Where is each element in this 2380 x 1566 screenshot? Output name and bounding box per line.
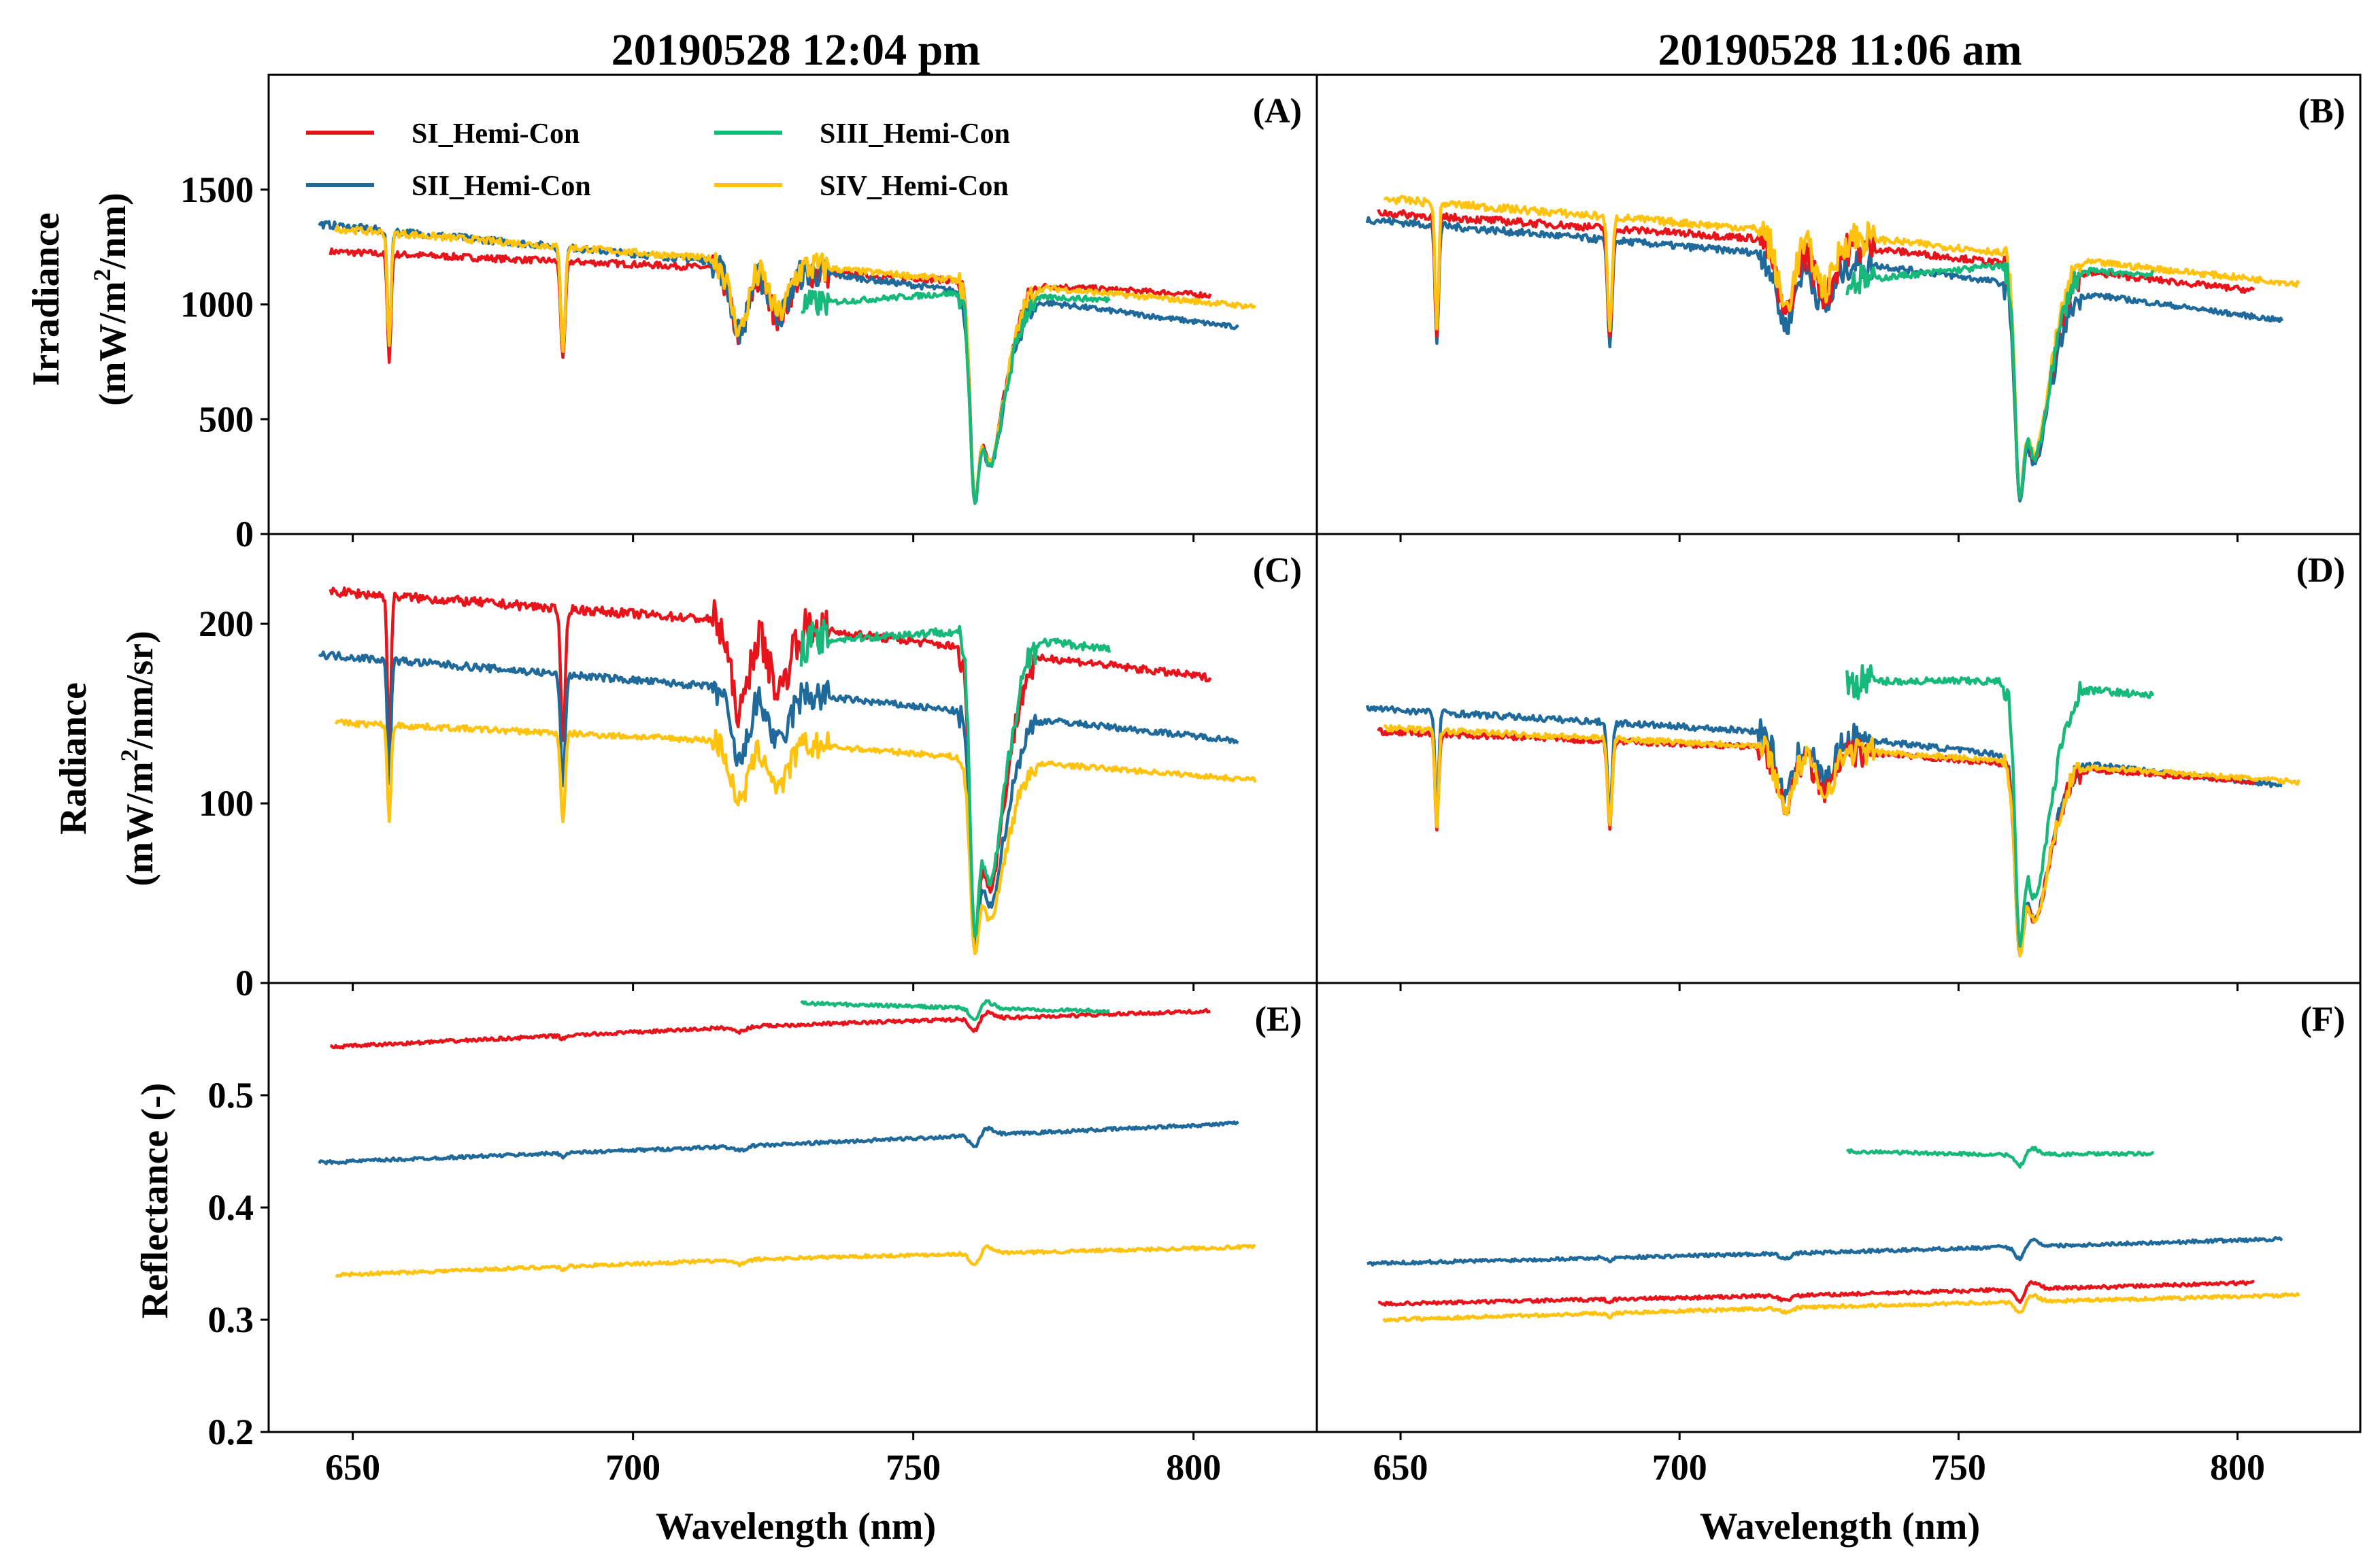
legend-label-si: SI_Hemi-Con: [412, 118, 580, 150]
panel-label: (C): [1253, 551, 1302, 590]
series-line-siii: [1845, 664, 2154, 948]
x-tick-label: 750: [886, 1447, 941, 1488]
y-tick-label: 0.3: [208, 1299, 254, 1340]
series-line-siv: [335, 1244, 1256, 1278]
series-line-si: [1378, 1280, 2255, 1307]
x-tick-label: 800: [1166, 1447, 1221, 1488]
series-line-sii: [318, 220, 1239, 505]
plot-frame: [1315, 73, 2362, 535]
legend: SI_Hemi-Con SII_Hemi-Con SIII_Hemi-Con SIV_…: [306, 118, 1010, 202]
x-tick-label: 700: [605, 1447, 660, 1488]
y-tick-label: 0: [235, 514, 254, 554]
series-line-siv: [334, 224, 1256, 505]
y-tick-label: 1000: [180, 284, 254, 325]
series-line-siv: [334, 718, 1257, 956]
panel-a: 0 500 1000 1500 (A): [180, 73, 1318, 554]
x-tick-label: 750: [1931, 1447, 1986, 1488]
series-line-sii: [318, 1120, 1239, 1165]
series-line-siv: [1384, 195, 2300, 499]
y-label-irradiance: Irradiance (mW/m2/nm): [25, 193, 134, 406]
panel-label: (B): [2298, 92, 2345, 131]
series-line-sii: [318, 650, 1239, 951]
legend-label-sii: SII_Hemi-Con: [412, 171, 591, 202]
panel-b: (B): [1315, 73, 2362, 542]
panel-label: (E): [1255, 1000, 1302, 1039]
plot-frame: [267, 982, 1318, 1433]
x-label-right: Wavelength (nm): [1700, 1505, 1980, 1548]
series-line-sii: [1367, 1236, 2283, 1267]
y-tick-label: 500: [199, 399, 254, 439]
panel-f: 650 700 750 800 (F): [1315, 982, 2362, 1488]
legend-label-siii: SIII_Hemi-Con: [820, 118, 1010, 150]
x-tick-label: 800: [2210, 1447, 2265, 1488]
series-line-si: [1377, 209, 2256, 500]
svg-text:(mW/m2/nm): (mW/m2/nm): [88, 193, 134, 406]
y-label-reflectance: Reflectance (-): [134, 1083, 176, 1319]
series-line-siii: [800, 999, 1110, 1022]
y-tick-label: 100: [199, 783, 254, 824]
x-tick-label: 700: [1652, 1447, 1707, 1488]
y-tick-label: 0.5: [208, 1075, 254, 1116]
svg-text:Radiance: Radiance: [52, 682, 95, 835]
panel-c: 0 100 200 (C): [199, 533, 1318, 1003]
x-tick-label: 650: [325, 1447, 380, 1488]
series-line-siv: [1383, 724, 2300, 958]
series-line-siii: [1845, 1146, 2154, 1169]
series-line-siii: [1845, 261, 2154, 500]
series-line-siv: [1382, 1292, 2300, 1323]
panel-label: (A): [1253, 92, 1302, 131]
series-line-siii: [801, 289, 1111, 505]
y-tick-label: 0.4: [208, 1187, 254, 1228]
series-line-si: [329, 586, 1212, 943]
series-line-sii: [1365, 216, 2284, 503]
y-tick-label: 1500: [180, 169, 254, 210]
y-label-radiance: Radiance (mW/m2/nm/sr): [52, 631, 161, 886]
svg-text:(mW/m2/nm/sr): (mW/m2/nm/sr): [116, 631, 161, 886]
plot-frame: [1315, 982, 2362, 1433]
panel-e: 0.2 0.3 0.4 0.5 650 700 750 800 (E): [208, 982, 1318, 1488]
series-line-si: [329, 1007, 1211, 1050]
x-label-left: Wavelength (nm): [656, 1505, 936, 1548]
plot-frame: [267, 533, 1318, 984]
y-tick-label: 0: [235, 963, 254, 1003]
column-title-left: 20190528 12:04 pm: [611, 25, 981, 75]
x-tick-label: 650: [1373, 1447, 1428, 1488]
column-title-right: 20190528 11:06 am: [1658, 25, 2022, 75]
y-tick-label: 0.2: [208, 1412, 254, 1452]
panel-d: (D): [1315, 533, 2362, 991]
panel-label: (D): [2296, 551, 2345, 590]
panel-label: (F): [2300, 1000, 2345, 1039]
legend-label-siv: SIV_Hemi-Con: [820, 171, 1009, 202]
y-tick-label: 200: [199, 603, 254, 644]
series-line-siii: [799, 618, 1111, 938]
svg-text:Irradiance: Irradiance: [25, 212, 67, 386]
series-line-sii: [1365, 705, 2283, 956]
